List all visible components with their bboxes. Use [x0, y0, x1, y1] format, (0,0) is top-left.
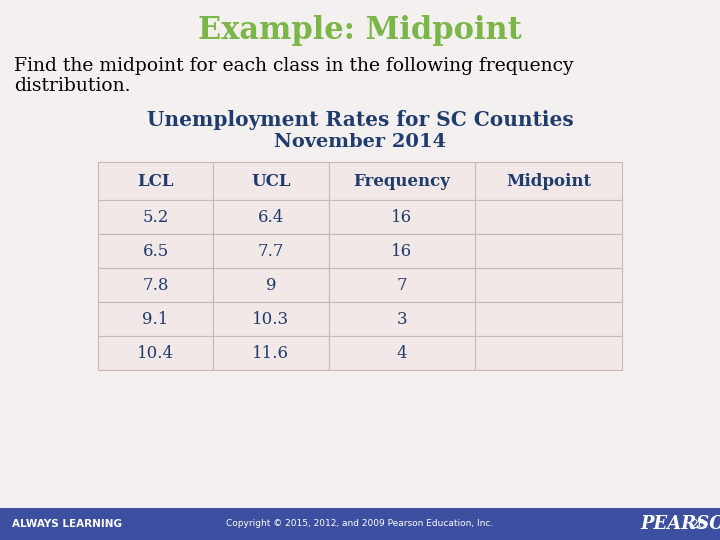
- Text: 6.5: 6.5: [143, 242, 168, 260]
- Text: Unemployment Rates for SC Counties: Unemployment Rates for SC Counties: [147, 110, 573, 130]
- Bar: [98, 336, 213, 370]
- Text: Copyright © 2015, 2012, and 2009 Pearson Education, Inc.: Copyright © 2015, 2012, and 2009 Pearson…: [226, 519, 494, 529]
- Text: UCL: UCL: [251, 172, 291, 190]
- Text: 5.2: 5.2: [143, 208, 168, 226]
- Text: 7.8: 7.8: [143, 276, 169, 294]
- Bar: [328, 336, 475, 370]
- Bar: [98, 302, 213, 336]
- Bar: [213, 302, 328, 336]
- Text: Midpoint: Midpoint: [506, 172, 591, 190]
- Bar: [475, 162, 622, 200]
- Bar: [0, 508, 720, 540]
- Bar: [213, 336, 328, 370]
- Text: LCL: LCL: [138, 172, 174, 190]
- Bar: [98, 200, 213, 234]
- Text: 9: 9: [266, 276, 276, 294]
- Text: 6.4: 6.4: [258, 208, 284, 226]
- Text: 4: 4: [397, 345, 408, 361]
- Bar: [475, 234, 622, 268]
- Bar: [98, 162, 213, 200]
- Bar: [213, 162, 328, 200]
- Bar: [328, 200, 475, 234]
- Bar: [213, 234, 328, 268]
- Text: 10.4: 10.4: [137, 345, 174, 361]
- Bar: [328, 162, 475, 200]
- Text: 10.3: 10.3: [252, 310, 289, 327]
- Bar: [213, 268, 328, 302]
- Text: November 2014: November 2014: [274, 133, 446, 151]
- Bar: [98, 268, 213, 302]
- Text: 7.7: 7.7: [258, 242, 284, 260]
- Text: 7: 7: [397, 276, 408, 294]
- Bar: [328, 268, 475, 302]
- Bar: [475, 268, 622, 302]
- Bar: [98, 234, 213, 268]
- Text: Example: Midpoint: Example: Midpoint: [198, 15, 522, 45]
- Text: PEARSON: PEARSON: [640, 515, 720, 533]
- Text: distribution.: distribution.: [14, 77, 130, 95]
- Text: 11.6: 11.6: [253, 345, 289, 361]
- Bar: [328, 302, 475, 336]
- Text: 16: 16: [392, 242, 413, 260]
- Bar: [475, 302, 622, 336]
- Text: 9.1: 9.1: [143, 310, 168, 327]
- Text: Frequency: Frequency: [354, 172, 450, 190]
- Bar: [328, 234, 475, 268]
- Text: 3: 3: [397, 310, 408, 327]
- Bar: [475, 336, 622, 370]
- Text: Find the midpoint for each class in the following frequency: Find the midpoint for each class in the …: [14, 57, 574, 75]
- Bar: [475, 200, 622, 234]
- Text: 16: 16: [392, 208, 413, 226]
- Text: 20: 20: [690, 517, 706, 530]
- Bar: [213, 200, 328, 234]
- Text: ALWAYS LEARNING: ALWAYS LEARNING: [12, 519, 122, 529]
